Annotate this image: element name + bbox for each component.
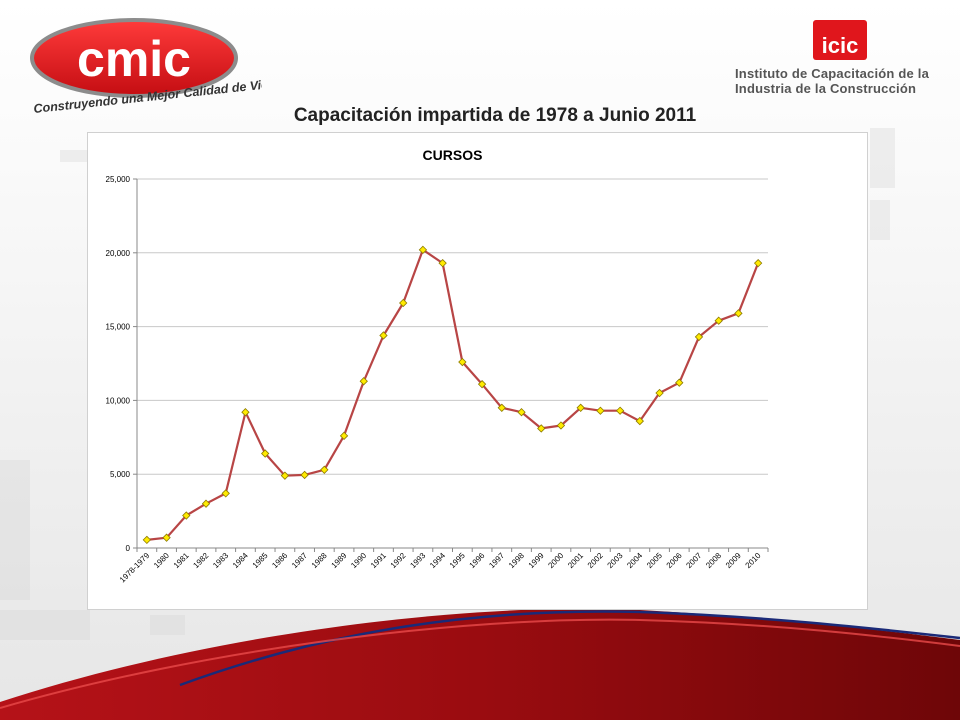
x-tick-label: 2002 <box>586 551 605 570</box>
data-point <box>734 309 743 318</box>
data-point <box>221 489 230 498</box>
bottom-red-band <box>0 608 960 720</box>
series-line <box>146 248 760 541</box>
data-point <box>182 511 191 520</box>
x-tick-label: 2000 <box>546 551 565 570</box>
data-point <box>576 403 585 412</box>
data-point <box>280 471 290 480</box>
y-tick-label: 5,000 <box>110 470 131 479</box>
x-tick-label: 2007 <box>684 551 703 570</box>
x-tick-label: 2001 <box>566 551 585 570</box>
icic-logo: icic Instituto de Capacitación de la Ind… <box>735 16 945 102</box>
data-point <box>714 316 723 325</box>
x-tick-label: 1992 <box>389 551 408 570</box>
x-tick-label: 1986 <box>270 551 289 570</box>
x-tick-label: 1994 <box>428 551 447 570</box>
y-tick-label: 15,000 <box>106 323 131 332</box>
data-point <box>399 298 408 308</box>
icic-badge: icic <box>813 20 867 60</box>
x-tick-label: 2008 <box>704 551 723 570</box>
x-tick-label: 1995 <box>448 551 467 570</box>
data-point <box>241 408 250 417</box>
data-point <box>497 403 506 412</box>
x-tick-label: 1980 <box>152 551 171 570</box>
x-tick-label: 1982 <box>191 551 210 570</box>
data-point <box>517 408 526 417</box>
data-point <box>201 499 211 508</box>
data-point <box>615 406 625 415</box>
data-point <box>596 406 605 415</box>
data-point <box>339 431 349 440</box>
chart-panel: CURSOS 0 5,000 10,000 15,000 20,000 25,000 1978… <box>87 132 868 610</box>
data-point <box>537 424 546 433</box>
x-tick-label: 1985 <box>251 551 270 570</box>
x-tick-label: 2003 <box>606 551 625 570</box>
data-point <box>556 421 566 430</box>
x-tick-label: 1993 <box>408 551 427 570</box>
icic-institute-name: Instituto de Capacitación de la Industri… <box>735 66 945 96</box>
x-tick-label: 2010 <box>744 551 763 570</box>
x-tick-label: 2005 <box>645 551 664 570</box>
x-tick-label: 1987 <box>290 551 309 570</box>
cmic-logo: cmic Construyendo una Mejor Calidad de V… <box>30 18 262 116</box>
x-tick-label: 1999 <box>527 551 546 570</box>
data-point <box>458 357 467 367</box>
x-tick-label: 1996 <box>468 551 487 570</box>
y-tick-label: 10,000 <box>106 396 131 405</box>
y-tick-label: 20,000 <box>106 249 131 258</box>
line-chart: CURSOS 0 5,000 10,000 15,000 20,000 25,000 1978… <box>106 147 769 585</box>
x-tick-label: 1990 <box>349 551 368 570</box>
x-tick-label: 2004 <box>625 551 644 570</box>
x-tick-label: 1988 <box>310 551 329 570</box>
page-title: Capacitación impartida de 1978 a Junio 2… <box>293 105 697 126</box>
data-point <box>300 470 309 480</box>
data-point <box>655 388 664 398</box>
chart-title: CURSOS <box>423 147 483 163</box>
data-point <box>675 378 684 387</box>
x-tick-label: 1989 <box>330 551 349 570</box>
data-point <box>477 379 487 389</box>
data-point <box>162 533 171 542</box>
data-point <box>320 465 329 474</box>
x-tick-label: 1978-1979 <box>118 551 152 585</box>
y-tick-label: 25,000 <box>106 175 131 184</box>
x-tick-label: 1997 <box>487 551 506 570</box>
x-tick-label: 1998 <box>507 551 526 570</box>
data-point <box>261 449 270 458</box>
y-tick-label: 0 <box>126 544 131 553</box>
data-point <box>379 331 388 340</box>
x-tick-label: 2009 <box>724 551 743 570</box>
x-tick-label: 1983 <box>211 551 230 570</box>
data-point <box>635 416 644 426</box>
data-point <box>142 535 152 545</box>
icic-name-line-2: Industria de la Construcción <box>735 81 917 96</box>
x-tick-label: 2006 <box>665 551 684 570</box>
data-point <box>438 258 447 268</box>
data-point <box>753 258 763 268</box>
icic-name-line-1: Instituto de Capacitación de la <box>735 66 930 81</box>
x-tick-label: 1991 <box>369 551 388 570</box>
x-tick-label: 1984 <box>231 551 250 570</box>
x-tick-label: 1981 <box>172 551 191 570</box>
data-point <box>694 332 704 342</box>
cmic-logo-text: cmic <box>77 31 191 87</box>
data-point <box>359 377 368 386</box>
data-point <box>418 245 428 255</box>
